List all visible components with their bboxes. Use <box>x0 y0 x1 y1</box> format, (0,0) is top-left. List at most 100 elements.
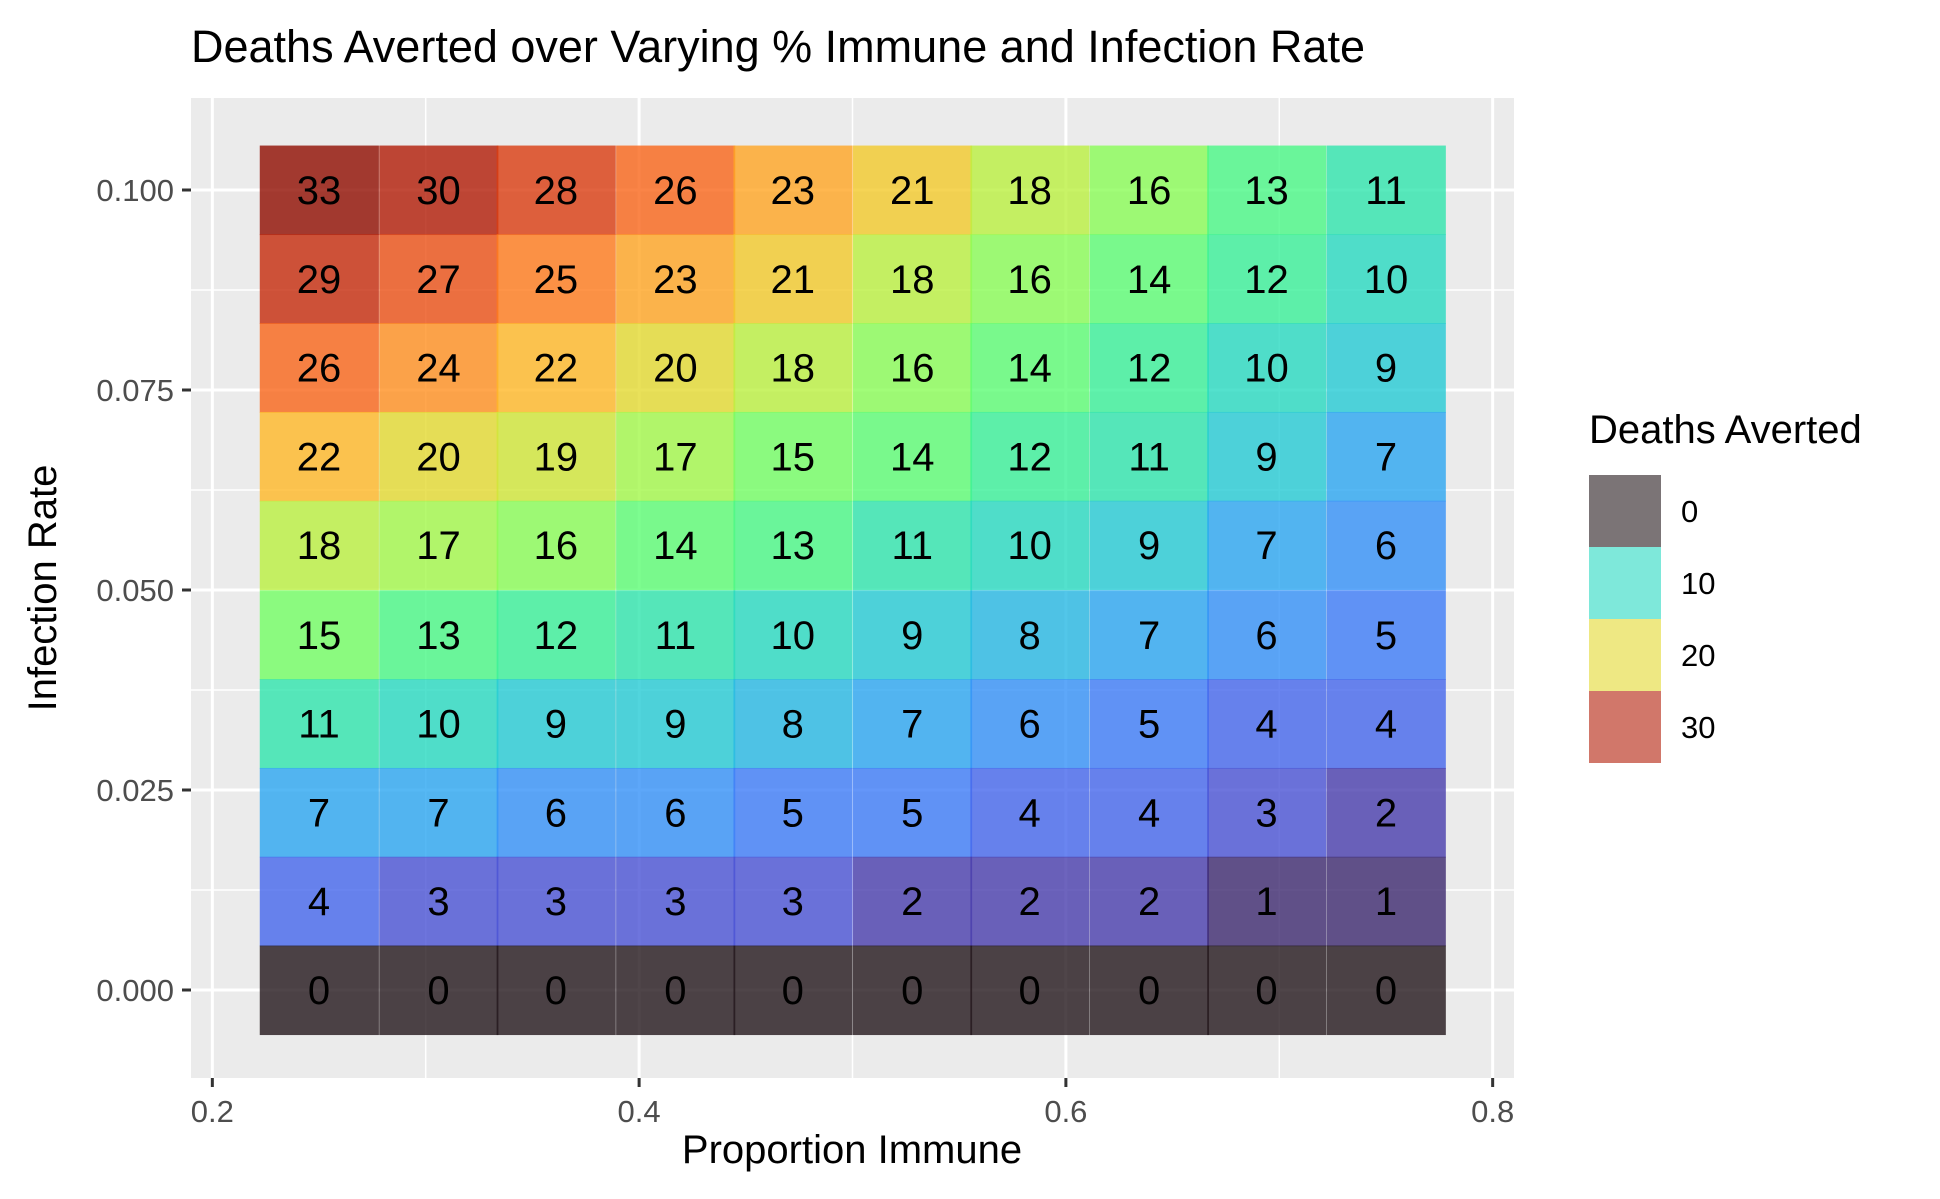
heatmap-tile <box>616 856 736 947</box>
heatmap-tile <box>379 145 499 236</box>
heatmap-tile <box>379 590 499 680</box>
heatmap-tile <box>733 323 853 413</box>
heatmap-tile <box>1326 145 1446 236</box>
heatmap-tile <box>852 767 973 858</box>
tile-value-label: 0 <box>1018 969 1040 1013</box>
tile-value-label: 27 <box>416 258 461 302</box>
heatmap-tile <box>852 234 973 324</box>
tile-value-label: 10 <box>1364 258 1409 302</box>
tile-value-label: 6 <box>545 791 567 835</box>
tile-value-label: 9 <box>1255 435 1277 479</box>
y-axis: 0.000 0.025 0.050 0.075 0.100 <box>96 173 191 1008</box>
heatmap-tile <box>970 145 1090 236</box>
heatmap-tile <box>616 500 736 591</box>
heatmap-tile <box>1207 323 1327 413</box>
tile-value-label: 22 <box>534 347 579 391</box>
heatmap-tile <box>970 323 1090 413</box>
tile-value-label: 15 <box>771 435 816 479</box>
heatmap-tile <box>496 856 616 947</box>
tile-value-label: 26 <box>297 347 342 391</box>
heatmap-tile <box>1089 145 1209 236</box>
heatmap-tile <box>1326 590 1446 680</box>
tile-value-label: 14 <box>1127 258 1172 302</box>
tile-value-label: 7 <box>1255 524 1277 568</box>
heatmap-tile <box>733 945 853 1036</box>
tile-value-label: 9 <box>1375 347 1397 391</box>
tile-value-label: 4 <box>1255 703 1277 747</box>
legend-label: 10 <box>1681 566 1715 601</box>
heatmap-tile <box>379 767 499 858</box>
tile-value-label: 20 <box>653 347 698 391</box>
heatmap-tile <box>1089 323 1209 413</box>
tile-value-label: 6 <box>664 791 686 835</box>
tile-value-label: 7 <box>1138 614 1160 658</box>
tile-value-label: 0 <box>782 969 804 1013</box>
heatmap-tile <box>1207 767 1327 858</box>
tile-value-label: 2 <box>1018 880 1040 924</box>
tile-value-label: 18 <box>771 347 816 391</box>
tile-value-label: 13 <box>1244 169 1289 213</box>
heatmap-tile <box>259 500 379 591</box>
heatmap-tile <box>616 590 736 680</box>
tile-value-label: 10 <box>771 614 816 658</box>
y-tick-label: 0.100 <box>96 173 174 208</box>
heatmap-tile <box>496 145 616 236</box>
tile-value-label: 33 <box>297 169 342 213</box>
tile-value-label: 5 <box>1138 703 1160 747</box>
tile-value-label: 29 <box>297 258 342 302</box>
tile-value-label: 4 <box>1018 791 1040 835</box>
heatmap-tile <box>1326 411 1446 502</box>
heatmap-tile <box>970 679 1090 769</box>
tile-value-label: 3 <box>545 880 567 924</box>
heatmap-tile <box>1207 500 1327 591</box>
tile-value-label: 6 <box>1018 703 1040 747</box>
heatmap-tile <box>1089 945 1209 1036</box>
tile-value-label: 0 <box>664 969 686 1013</box>
heatmap-tile <box>259 590 379 680</box>
heatmap-tile <box>1089 767 1209 858</box>
heatmap-tile <box>852 945 973 1036</box>
heatmap-tile <box>616 945 736 1036</box>
y-tick-label: 0.000 <box>96 973 174 1008</box>
heatmap-tile <box>616 767 736 858</box>
heatmap-tile <box>616 679 736 769</box>
heatmap-tile <box>1207 234 1327 324</box>
heatmap-tile <box>852 590 973 680</box>
legend-label: 30 <box>1681 710 1715 745</box>
tile-value-label: 16 <box>1007 258 1052 302</box>
tile-value-label: 16 <box>1127 169 1172 213</box>
heatmap-tile <box>616 234 736 324</box>
heatmap-tile <box>1089 411 1209 502</box>
heatmap-tile <box>379 323 499 413</box>
tile-value-label: 0 <box>1375 969 1397 1013</box>
heatmap-tile <box>733 590 853 680</box>
tile-value-label: 7 <box>1375 435 1397 479</box>
legend-key <box>1589 691 1661 763</box>
tile-value-label: 13 <box>771 524 816 568</box>
heatmap-tile <box>1089 590 1209 680</box>
legend-key <box>1589 547 1661 619</box>
tile-value-label: 21 <box>890 169 935 213</box>
legend-title: Deaths Averted <box>1589 408 1862 452</box>
heatmap-tile <box>259 145 379 236</box>
heatmap-tile <box>1326 679 1446 769</box>
heatmap-tile <box>733 856 853 947</box>
tile-value-label: 11 <box>298 703 340 747</box>
heatmap-tile <box>259 234 379 324</box>
heatmap-tile <box>733 145 853 236</box>
tile-value-label: 20 <box>416 435 461 479</box>
heatmap-tile <box>1326 500 1446 591</box>
tile-value-label: 2 <box>1375 791 1397 835</box>
heatmap-tile <box>852 500 973 591</box>
heatmap-tile <box>1207 679 1327 769</box>
tile-value-label: 11 <box>891 524 933 568</box>
heatmap-tile <box>379 945 499 1036</box>
heatmap-tile <box>733 500 853 591</box>
tile-value-label: 26 <box>653 169 698 213</box>
y-tick-label: 0.050 <box>96 573 174 608</box>
heatmap-tile <box>1326 323 1446 413</box>
heatmap-tile <box>852 411 973 502</box>
